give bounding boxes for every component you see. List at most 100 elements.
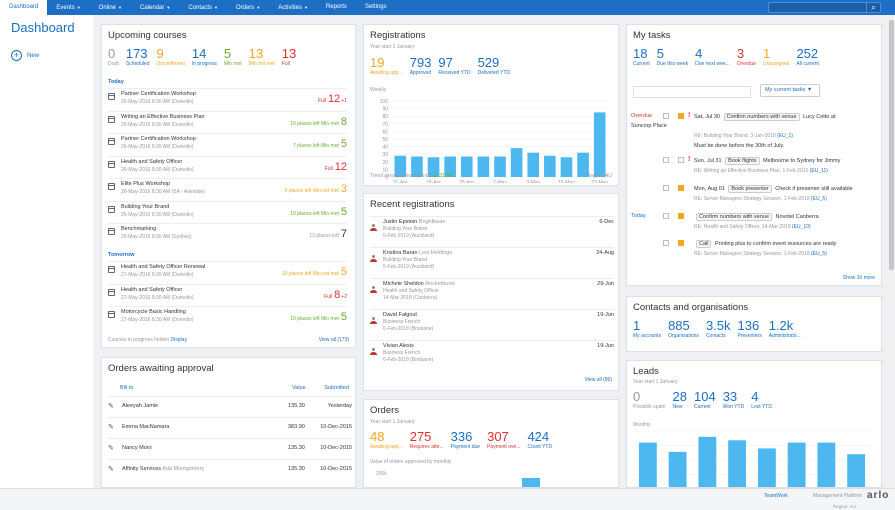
stat-item[interactable]: 136 Presenters: [738, 319, 762, 340]
edit-icon[interactable]: ✎: [108, 403, 114, 410]
stat-item[interactable]: 529 Delivered YTD: [478, 56, 510, 77]
teamwork-link[interactable]: TeamWork: [764, 493, 788, 499]
nav-dashboard[interactable]: Dashboard: [0, 0, 48, 15]
task-checkbox[interactable]: [663, 213, 669, 219]
stat-item[interactable]: 1.2k Administrato...: [769, 319, 801, 340]
chart-bar[interactable]: [817, 442, 836, 488]
show-more-link[interactable]: Show 10 more: [842, 275, 875, 281]
col-bill-to[interactable]: Bill to: [120, 385, 134, 391]
chart-bar[interactable]: [577, 152, 589, 177]
course-row[interactable]: Motorcycle Basic Handling 27-May-2016 8:3…: [108, 306, 347, 328]
list-item[interactable]: Justin Epstein Brightbean Building Your B…: [370, 216, 614, 243]
table-row[interactable]: ✎ Nancy Moro 135.30 10-Dec-2015: [108, 438, 352, 456]
chart-bar[interactable]: [427, 157, 440, 177]
chart-bar[interactable]: [444, 156, 456, 177]
nav-settings[interactable]: Settings: [356, 0, 396, 15]
chart-bar[interactable]: [477, 156, 490, 177]
nav-reports[interactable]: Reports: [317, 0, 356, 15]
chart-bar[interactable]: [527, 152, 540, 177]
task-flag-checkbox[interactable]: [678, 185, 684, 191]
stat-item[interactable]: 9 Unconfirmed: [156, 47, 184, 68]
chart-bar[interactable]: [510, 148, 523, 177]
task-checkbox[interactable]: [663, 185, 669, 191]
stat-item[interactable]: 33 Won YTD: [723, 390, 745, 411]
stat-item[interactable]: 793 Approved: [410, 56, 432, 77]
new-button[interactable]: + New: [11, 50, 39, 61]
chart-bar[interactable]: [544, 155, 556, 177]
stat-item[interactable]: 5 Min met: [224, 47, 242, 68]
course-row[interactable]: Health and Safety Officer 27-May-2016 8:3…: [108, 283, 347, 306]
nav-online[interactable]: Online ▼: [90, 0, 131, 15]
edit-icon[interactable]: ✎: [108, 466, 114, 473]
stat-item[interactable]: 424 Count YTD: [527, 430, 552, 451]
table-row[interactable]: ✎ Aleeyah Jamie 135.30 Yesterday: [108, 396, 352, 414]
page-scrollbar[interactable]: [888, 15, 895, 488]
stat-item[interactable]: 28 New: [673, 390, 687, 411]
stat-item[interactable]: 18 Current: [633, 47, 650, 68]
nav-calendar[interactable]: Calendar ▼: [131, 0, 179, 15]
stat-item[interactable]: 252 All current: [796, 47, 819, 68]
col-value[interactable]: Value: [292, 385, 306, 391]
task-filter-select[interactable]: My current tasks ▼: [760, 84, 820, 97]
course-row[interactable]: Partner Certification Workshop 26-May-201…: [108, 88, 347, 110]
course-row[interactable]: Building Your Brand 26-May-2016 8:30 AM (…: [108, 200, 347, 223]
edit-icon[interactable]: ✎: [108, 424, 114, 431]
re-link[interactable]: (EU_5): [811, 251, 827, 257]
chart-bar[interactable]: [560, 157, 573, 177]
re-link[interactable]: (EU_5): [811, 196, 827, 202]
chart-bar[interactable]: [787, 442, 806, 488]
chart-bar[interactable]: [698, 436, 717, 488]
chart-bar[interactable]: [847, 454, 866, 488]
view-all-registrations-link[interactable]: View all (95): [584, 377, 612, 383]
course-row[interactable]: Benchmarking 26-May-2016 8:30 AM (Sydney)…: [108, 223, 347, 245]
search-icon[interactable]: ⌕: [866, 3, 880, 12]
course-row[interactable]: Elite Plus Workshop 26-May-2016 8:30 AM (…: [108, 178, 347, 200]
chart-bar[interactable]: [638, 442, 657, 488]
nav-orders[interactable]: Orders ▼: [227, 0, 269, 15]
course-row[interactable]: Health and Safety Officer Renewal 27-May-…: [108, 261, 347, 283]
chart-bar[interactable]: [728, 440, 747, 488]
nav-events[interactable]: Events ▼: [47, 0, 89, 15]
stat-item[interactable]: 275 Requires atte...: [410, 430, 444, 451]
re-link[interactable]: (EU_11): [809, 168, 828, 174]
scrollbar-thumb[interactable]: [889, 20, 894, 270]
list-item[interactable]: David Falgout Business French 6-Feb-2018 (…: [370, 309, 614, 336]
chart-bar[interactable]: [394, 155, 407, 177]
nav-activities[interactable]: Activities ▼: [269, 0, 317, 15]
task-flag-checkbox[interactable]: [678, 113, 684, 119]
nav-contacts[interactable]: Contacts ▼: [179, 0, 227, 15]
stat-item[interactable]: 307 Payment ove...: [487, 430, 520, 451]
re-link[interactable]: (EU_10): [792, 224, 811, 230]
stat-item[interactable]: 19 Awaiting app...: [370, 56, 403, 77]
col-submitted[interactable]: Submitted: [324, 385, 349, 391]
stat-item[interactable]: 4 Due next wee...: [695, 47, 730, 68]
stat-item[interactable]: 104 Current: [694, 390, 716, 411]
course-row[interactable]: Writing an Effective Business Plan 26-May…: [108, 110, 347, 133]
list-item[interactable]: Michele Sheldon Rocketburst Health and Sa…: [370, 278, 614, 305]
stat-item[interactable]: 1 My accounts: [633, 319, 661, 340]
stat-item[interactable]: 97 Received YTD: [438, 56, 470, 77]
task-flag-checkbox[interactable]: [678, 240, 684, 246]
table-row[interactable]: ✎ Emma MacNamara 383.90 10-Dec-2015: [108, 417, 352, 435]
stat-item[interactable]: 1 Unassigned: [763, 47, 789, 68]
chart-bar[interactable]: [411, 156, 423, 177]
chart-bar[interactable]: [668, 451, 687, 488]
stat-item[interactable]: 14 In progress: [192, 47, 217, 68]
view-all-courses-link[interactable]: View all (173): [318, 337, 349, 343]
stat-item[interactable]: 336 Payment due: [451, 430, 480, 451]
task-flag-checkbox[interactable]: [678, 157, 684, 163]
chart-bar[interactable]: [757, 448, 776, 488]
list-item[interactable]: Vivian Alexis Business French 6-Feb-2018 (…: [370, 340, 614, 367]
display-link[interactable]: Display: [170, 337, 187, 343]
task-search-input[interactable]: [633, 86, 751, 98]
re-link[interactable]: (EU_1): [777, 133, 793, 139]
task-flag-checkbox[interactable]: [678, 213, 684, 219]
stat-item[interactable]: 3.5k Contacts: [706, 319, 731, 340]
stat-item[interactable]: 4 Lost YTD: [751, 390, 772, 411]
stat-item[interactable]: 13 Min not met: [249, 47, 275, 68]
global-search-input[interactable]: ⌕: [768, 2, 881, 13]
stat-item[interactable]: 13 Full: [282, 47, 296, 68]
chart-bar[interactable]: [460, 156, 473, 177]
stat-item[interactable]: 3 Overdue: [737, 47, 756, 68]
stat-item[interactable]: 0 Possible spam: [633, 390, 666, 411]
